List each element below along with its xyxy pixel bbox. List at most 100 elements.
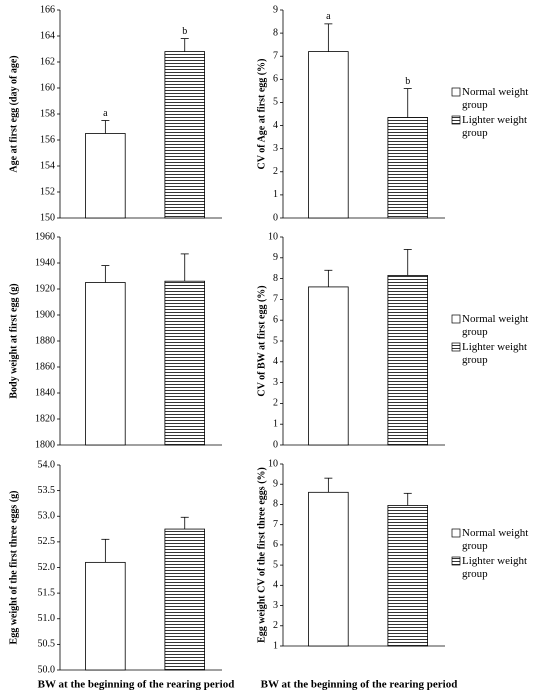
legend-label: Normal weight group <box>462 313 529 338</box>
error-bar <box>180 516 189 530</box>
x-axis-label: BW at the beginning of the rearing perio… <box>38 679 235 691</box>
y-tick-label: 1800 <box>35 439 55 450</box>
y-axis-label: Egg weight of the first three eggs (g) <box>8 491 19 645</box>
y-tick-label: 1960 <box>35 231 55 242</box>
legend-swatch <box>451 115 461 125</box>
y-tick-label: 156 <box>40 134 55 145</box>
bar <box>85 282 126 446</box>
y-tick-label: 2 <box>273 166 278 177</box>
significance-letter: a <box>326 11 331 22</box>
error-bar <box>101 120 110 134</box>
legend-swatch <box>451 342 461 352</box>
bar <box>308 286 349 446</box>
y-axis-label: CV of Age at first egg (%) <box>256 59 267 170</box>
legend-label: Lighter weight group <box>462 341 528 366</box>
error-bar <box>324 477 333 493</box>
legend-label: Lighter weight group <box>462 555 528 580</box>
y-tick-label: 50.0 <box>38 664 56 675</box>
y-tick-label: 152 <box>40 186 55 197</box>
bar <box>387 275 428 446</box>
y-tick-label: 1 <box>273 640 278 651</box>
legend-label: Lighter weight group <box>462 114 528 139</box>
y-tick-label: 160 <box>40 82 55 93</box>
bar <box>164 528 205 671</box>
y-tick-label: 1940 <box>35 257 55 268</box>
y-tick-label: 2 <box>273 620 278 631</box>
significance-letter: a <box>103 108 108 119</box>
y-tick-label: 8 <box>273 273 278 284</box>
y-tick-label: 4 <box>273 120 278 131</box>
y-tick-label: 1 <box>273 189 278 200</box>
y-tick-label: 8 <box>273 27 278 38</box>
legend-label: Normal weight group <box>462 527 529 552</box>
y-tick-label: 0 <box>273 439 278 450</box>
y-tick-label: 5 <box>273 335 278 346</box>
y-tick-label: 51.0 <box>38 613 56 624</box>
y-tick-label: 6 <box>273 74 278 85</box>
error-bar <box>403 249 412 276</box>
y-tick-label: 158 <box>40 108 55 119</box>
legend-entry: Normal weight group <box>462 86 529 111</box>
error-bar <box>324 269 333 287</box>
legend-swatch <box>451 556 461 566</box>
bar <box>308 491 349 647</box>
y-tick-label: 7 <box>273 519 278 530</box>
legend-entry: Lighter weight group <box>462 555 528 580</box>
y-tick-label: 1840 <box>35 387 55 398</box>
y-tick-label: 7 <box>273 51 278 62</box>
legend-swatch <box>451 314 461 324</box>
y-tick-label: 154 <box>40 160 55 171</box>
y-tick-label: 162 <box>40 56 55 67</box>
bar <box>308 51 349 219</box>
y-tick-label: 0 <box>273 212 278 223</box>
legend-entry: Lighter weight group <box>462 341 528 366</box>
y-axis-label: CV of BW at first egg (%) <box>256 285 267 396</box>
y-tick-label: 5 <box>273 97 278 108</box>
y-tick-label: 52.0 <box>38 562 56 573</box>
y-tick-label: 54.0 <box>38 459 56 470</box>
bar <box>387 505 428 647</box>
error-bar <box>180 253 189 282</box>
y-tick-label: 4 <box>273 356 278 367</box>
y-tick-label: 1900 <box>35 309 55 320</box>
legend-entry: Normal weight group <box>462 313 529 338</box>
significance-letter: b <box>182 26 187 37</box>
legend-swatch <box>451 528 461 538</box>
y-tick-label: 53.5 <box>38 485 56 496</box>
y-tick-label: 8 <box>273 499 278 510</box>
error-bar <box>101 538 110 563</box>
y-tick-label: 9 <box>273 4 278 15</box>
y-tick-label: 166 <box>40 4 55 15</box>
y-tick-label: 9 <box>273 479 278 490</box>
y-tick-label: 3 <box>273 377 278 388</box>
y-tick-label: 1920 <box>35 283 55 294</box>
bar <box>85 561 126 671</box>
y-tick-label: 10 <box>268 458 278 469</box>
y-tick-label: 7 <box>273 294 278 305</box>
legend-swatch <box>451 87 461 97</box>
y-tick-label: 10 <box>268 231 278 242</box>
y-tick-label: 1860 <box>35 361 55 372</box>
y-axis-label: Egg weight CV of the first three eggs (%… <box>256 467 267 643</box>
y-tick-label: 150 <box>40 212 55 223</box>
bar <box>164 51 205 219</box>
y-tick-label: 53.0 <box>38 511 56 522</box>
bar <box>387 117 428 219</box>
legend-label: Normal weight group <box>462 86 529 111</box>
y-tick-label: 50.5 <box>38 639 56 650</box>
legend-entry: Lighter weight group <box>462 114 528 139</box>
error-bar <box>324 23 333 52</box>
y-tick-label: 1820 <box>35 413 55 424</box>
y-tick-label: 1880 <box>35 335 55 346</box>
x-axis-label: BW at the beginning of the rearing perio… <box>261 679 458 691</box>
y-tick-label: 5 <box>273 559 278 570</box>
y-tick-label: 52.5 <box>38 536 56 547</box>
y-tick-label: 6 <box>273 314 278 325</box>
y-tick-label: 6 <box>273 539 278 550</box>
error-bar <box>101 265 110 283</box>
y-axis-label: Body weight at first egg (g) <box>8 283 19 398</box>
y-tick-label: 3 <box>273 600 278 611</box>
bar <box>85 133 126 219</box>
y-axis-label: Age at first egg (day of age) <box>8 55 19 172</box>
